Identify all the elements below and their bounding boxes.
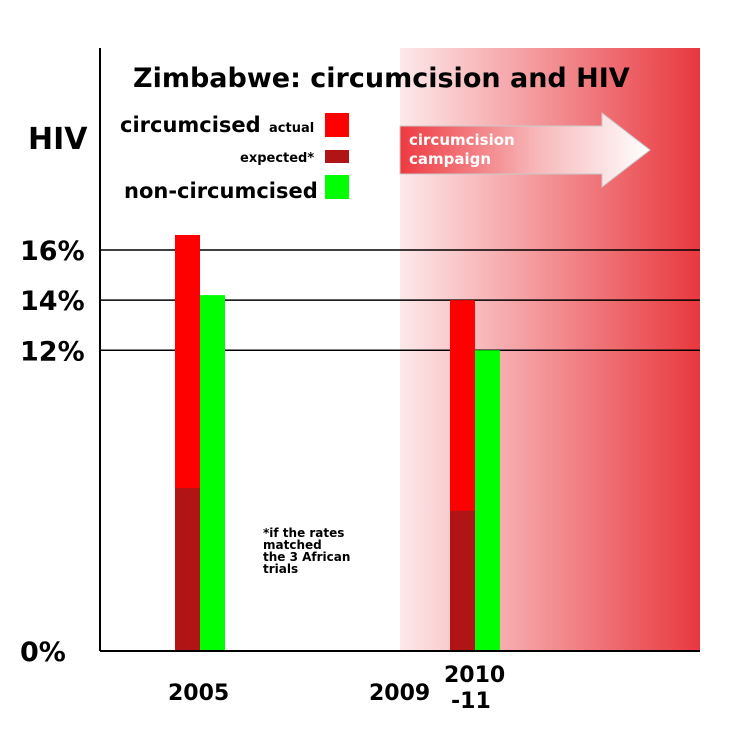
legend: circumcised actual expected* non-circumc… (120, 113, 349, 203)
bar-expected-1 (450, 510, 475, 651)
x-marker-label-2009: 2009 (369, 681, 430, 706)
legend-swatch-expected (325, 150, 349, 163)
footnote-line-1: *if the rates (263, 526, 344, 540)
footnote-line-4: trials (263, 562, 298, 576)
legend-label-non-circumcised: non-circumcised (124, 179, 318, 203)
y-axis-label: HIV (28, 122, 88, 157)
footnote-line-3: the 3 African (263, 550, 350, 564)
chart-title: Zimbabwe: circumcision and HIV (133, 63, 630, 94)
bar-non-circumcised-1 (475, 350, 500, 651)
campaign-arrow: circumcision campaign (399, 111, 651, 189)
legend-label-actual: actual (269, 121, 314, 136)
legend-swatch-non-circumcised (325, 175, 349, 199)
legend-label-expected: expected* (240, 151, 314, 166)
x-tick-label-2010-line-2: -11 (451, 689, 491, 714)
campaign-label-line-2: campaign (409, 150, 491, 168)
legend-swatch-actual (325, 113, 349, 137)
bar-non-circumcised-0 (200, 295, 225, 651)
legend-label-circumcised: circumcised (120, 113, 261, 137)
footnote-line-2: matched (263, 538, 322, 552)
campaign-arrow-shape (399, 111, 651, 189)
y-tick-label-14: 14% (20, 286, 85, 317)
x-tick-label-2005: 2005 (168, 681, 229, 706)
bar-expected-0 (175, 488, 200, 651)
y-tick-label-12: 12% (20, 336, 85, 367)
footnote: *if the rates matched the 3 African tria… (263, 526, 350, 576)
campaign-label-line-1: circumcision (409, 131, 515, 149)
y-tick-label-16: 16% (20, 236, 85, 267)
y-tick-label-0: 0% (20, 637, 66, 668)
x-tick-label-2010-line-1: 2010 (444, 663, 505, 688)
